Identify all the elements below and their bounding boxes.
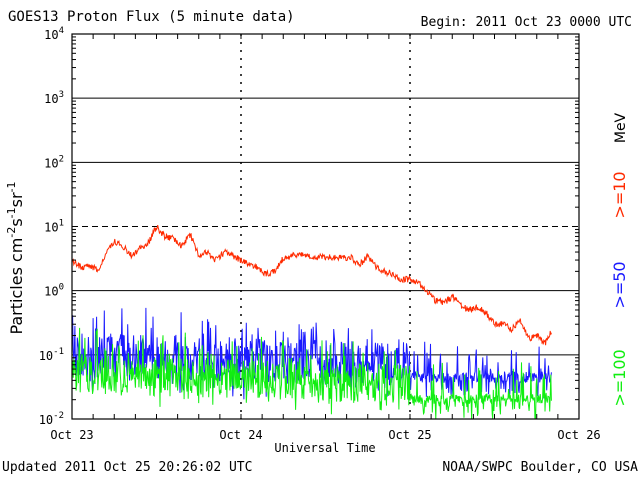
y-tick-label: 102	[44, 154, 64, 170]
x-tick-label: Oct 23	[50, 428, 93, 442]
begin-time: Begin: 2011 Oct 23 0000 UTC	[420, 15, 632, 30]
x-tick-label: Oct 25	[388, 428, 431, 442]
legend-label: >=100	[610, 349, 629, 406]
series-line	[72, 327, 552, 419]
legend-label: >=10	[610, 171, 629, 218]
credit-text: NOAA/SWPC Boulder, CO USA	[442, 460, 638, 475]
legend-unit: MeV	[613, 112, 629, 143]
y-tick-label: 10-2	[39, 411, 64, 427]
y-tick-label: 104	[44, 26, 64, 42]
grid-layer	[72, 34, 579, 419]
y-tick-label: 100	[44, 283, 64, 299]
legend: >=10 MeV >=50 >=100	[610, 112, 629, 406]
y-tick-label: 101	[44, 219, 64, 235]
legend-label: >=50	[610, 261, 629, 308]
x-tick-label: Oct 26	[557, 428, 600, 442]
series-layer	[72, 224, 552, 419]
y-tick-label: 103	[44, 90, 64, 106]
series-line	[72, 307, 552, 400]
x-axis-label: Universal Time	[274, 441, 375, 455]
updated-timestamp: Updated 2011 Oct 25 20:26:02 UTC	[2, 460, 253, 475]
series-line	[72, 224, 552, 346]
x-tick-label: Oct 24	[219, 428, 262, 442]
chart-title: GOES13 Proton Flux (5 minute data)	[8, 9, 295, 25]
y-tick-label: 10-1	[39, 347, 64, 363]
y-axis-label: Particles cm-2s-1sr-1	[5, 181, 26, 334]
